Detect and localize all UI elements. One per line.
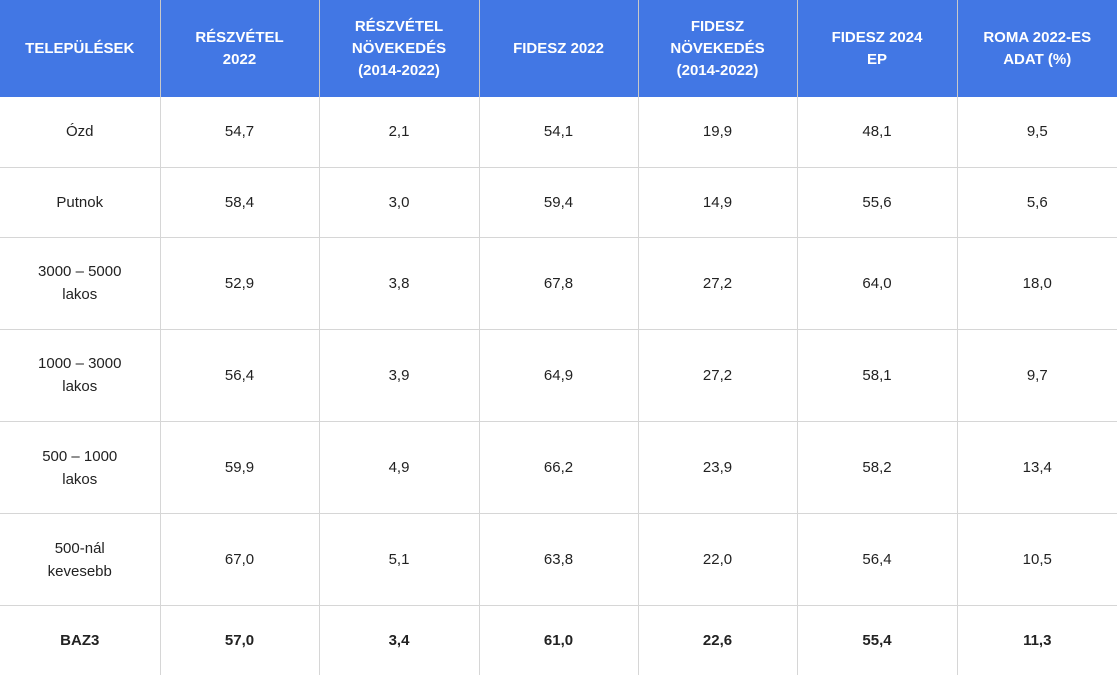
header-cell-fidesz-novekedes: FIDESZ NÖVEKEDÉS (2014-2022) bbox=[638, 0, 798, 97]
header-cell-reszvetel-novekedes: RÉSZVÉTEL NÖVEKEDÉS (2014-2022) bbox=[319, 0, 480, 97]
table-cell: 56,4 bbox=[797, 513, 958, 607]
table-cell: 66,2 bbox=[479, 421, 639, 515]
table-cell: 22,6 bbox=[638, 605, 798, 675]
table-cell-settlement: Putnok bbox=[0, 167, 161, 238]
table-cell: 9,5 bbox=[957, 97, 1117, 168]
table-cell: 3,0 bbox=[319, 167, 480, 238]
table-cell: 18,0 bbox=[957, 237, 1117, 330]
table-cell: 64,0 bbox=[797, 237, 958, 330]
table-cell: 4,9 bbox=[319, 421, 480, 515]
table-cell: 23,9 bbox=[638, 421, 798, 515]
table-cell: 52,9 bbox=[160, 237, 320, 330]
table-cell: 58,1 bbox=[797, 329, 958, 423]
table-cell: 19,9 bbox=[638, 97, 798, 168]
table-cell: 3,9 bbox=[319, 329, 480, 423]
header-cell-reszvetel-2022: RÉSZVÉTEL 2022 bbox=[160, 0, 320, 97]
table-cell-settlement: 500 – 1000 lakos bbox=[0, 421, 161, 515]
table-cell: 55,6 bbox=[797, 167, 958, 238]
table-header: TELEPÜLÉSEK RÉSZVÉTEL 2022 RÉSZVÉTEL NÖV… bbox=[0, 0, 1117, 97]
table-cell-settlement: BAZ3 bbox=[0, 605, 161, 675]
header-cell-roma-adat: ROMA 2022-ES ADAT (%) bbox=[957, 0, 1117, 97]
table-cell: 14,9 bbox=[638, 167, 798, 238]
table-cell: 67,0 bbox=[160, 513, 320, 607]
table-cell: 5,1 bbox=[319, 513, 480, 607]
table-cell: 9,7 bbox=[957, 329, 1117, 423]
table-cell: 2,1 bbox=[319, 97, 480, 168]
table-cell: 11,3 bbox=[1023, 632, 1052, 650]
table-cell-settlement: 3000 – 5000 lakos bbox=[0, 237, 161, 330]
table-cell: 64,9 bbox=[479, 329, 639, 423]
table-cell-settlement: 500-nál kevesebb bbox=[0, 513, 161, 607]
table-cell: 54,7 bbox=[160, 97, 320, 168]
header-cell-telepulesek: TELEPÜLÉSEK bbox=[0, 0, 161, 97]
table-row: 3000 – 5000 lakos 52,9 3,8 67,8 27,2 64,… bbox=[0, 237, 1117, 330]
table-cell: 59,4 bbox=[479, 167, 639, 238]
table-cell: 22,0 bbox=[638, 513, 798, 607]
table-cell: 5,6 bbox=[957, 167, 1117, 238]
table-row-total: BAZ3 57,0 3,4 61,0 22,6 55,4 11,3 bbox=[0, 605, 1117, 675]
table-cell: 48,1 bbox=[797, 97, 958, 168]
header-cell-fidesz-2024-ep: FIDESZ 2024 EP bbox=[797, 0, 958, 97]
table-cell: 56,4 bbox=[160, 329, 320, 423]
table-cell: 58,2 bbox=[797, 421, 958, 515]
table-cell: 13,4 bbox=[957, 421, 1117, 515]
table-cell: 27,2 bbox=[638, 329, 798, 423]
table-cell-settlement: 1000 – 3000 lakos bbox=[0, 329, 161, 423]
table-cell: 67,8 bbox=[479, 237, 639, 330]
table-cell: 3,4 bbox=[319, 605, 480, 675]
table-row: 500 – 1000 lakos 59,9 4,9 66,2 23,9 58,2… bbox=[0, 421, 1117, 515]
header-row: TELEPÜLÉSEK RÉSZVÉTEL 2022 RÉSZVÉTEL NÖV… bbox=[0, 0, 1117, 97]
table-cell: 57,0 bbox=[160, 605, 320, 675]
table-cell: 3,8 bbox=[319, 237, 480, 330]
table-cell: 10,5 bbox=[957, 513, 1117, 607]
table-row: 500-nál kevesebb 67,0 5,1 63,8 22,0 56,4… bbox=[0, 513, 1117, 607]
table-row: 1000 – 3000 lakos 56,4 3,9 64,9 27,2 58,… bbox=[0, 329, 1117, 423]
header-cell-fidesz-2022: FIDESZ 2022 bbox=[479, 0, 639, 97]
table-cell: 59,9 bbox=[160, 421, 320, 515]
table-cell: 54,1 bbox=[479, 97, 639, 168]
table-body: Ózd 54,7 2,1 54,1 19,9 48,1 9,5 Putnok 5… bbox=[0, 97, 1117, 675]
table-row: Putnok 58,4 3,0 59,4 14,9 55,6 5,6 bbox=[0, 167, 1117, 238]
table-cell: 58,4 bbox=[160, 167, 320, 238]
table-cell: 63,8 bbox=[479, 513, 639, 607]
table-cell: 55,4 bbox=[797, 605, 958, 675]
table-cell: 61,0 bbox=[479, 605, 639, 675]
table-cell-settlement: Ózd bbox=[0, 97, 161, 168]
table-cell: 27,2 bbox=[638, 237, 798, 330]
table-row: Ózd 54,7 2,1 54,1 19,9 48,1 9,5 bbox=[0, 97, 1117, 168]
